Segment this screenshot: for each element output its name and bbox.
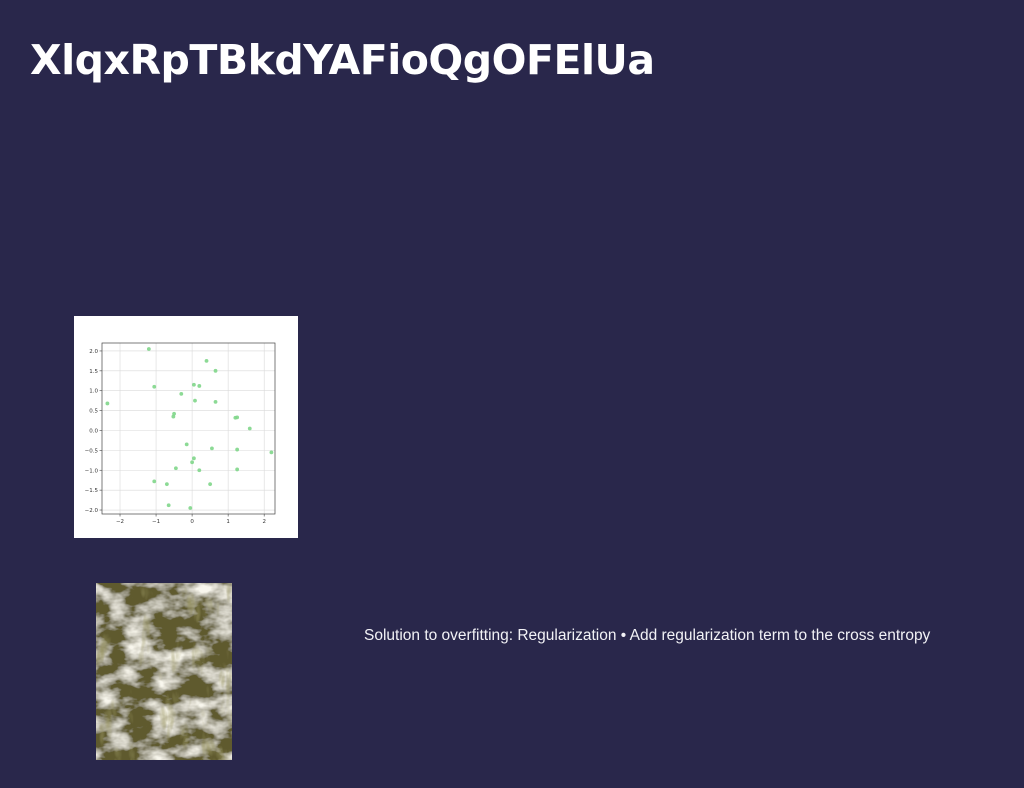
scatter-point bbox=[184, 442, 189, 447]
scatter-point bbox=[193, 398, 197, 403]
slide-title: XlqxRpTBkdYAFioQgOFElUa bbox=[30, 36, 655, 84]
scatter-point bbox=[171, 414, 176, 419]
plot-frame bbox=[101, 342, 276, 515]
scatter-point bbox=[235, 447, 240, 452]
x-tick-label: −2 bbox=[116, 519, 124, 525]
scatter-point bbox=[213, 399, 218, 404]
plot-area-background bbox=[102, 343, 275, 514]
y-tick-label: 0.0 bbox=[89, 428, 98, 434]
scatter-point bbox=[166, 503, 171, 508]
y-tick-label: −2.0 bbox=[85, 508, 99, 514]
y-tick-label: 2.0 bbox=[89, 349, 98, 355]
scatter-point bbox=[204, 358, 209, 363]
scatter-plot: −2 −1 0 1 2 −2.0 −1.5 −1.0 −0.5 0.0 0.5 1.0 1.5 2.0 bbox=[85, 342, 276, 525]
scatter-point bbox=[146, 347, 151, 351]
scatter-point bbox=[190, 460, 195, 465]
scatter-point bbox=[197, 468, 202, 473]
scatter-point bbox=[173, 466, 178, 471]
scatter-point bbox=[192, 456, 196, 461]
slide-body-text: Solution to overfitting: Regularization … bbox=[364, 627, 931, 644]
scatter-point bbox=[152, 479, 157, 484]
scatter-point bbox=[210, 446, 214, 451]
x-tick-label: 2 bbox=[262, 519, 266, 525]
y-tick-label: 1.0 bbox=[89, 389, 98, 395]
axis-ticks: −2 −1 0 1 2 −2.0 −1.5 −1.0 −0.5 0.0 0.5 1.0 1.5 2.0 bbox=[85, 349, 266, 525]
scatter-plot-figure: −2 −1 0 1 2 −2.0 −1.5 −1.0 −0.5 0.0 0.5 1.0 1.5 2.0 bbox=[74, 316, 298, 538]
grid-lines bbox=[102, 343, 275, 514]
x-tick-label: −1 bbox=[152, 519, 160, 525]
scatter-point bbox=[235, 467, 240, 472]
scatter-point bbox=[179, 392, 184, 396]
waterfall-texture-graphic bbox=[96, 583, 232, 760]
y-tick-label: 0.5 bbox=[89, 409, 98, 415]
waterfall-texture-image bbox=[96, 583, 232, 760]
scatter-point bbox=[192, 382, 196, 387]
scatter-point bbox=[188, 506, 193, 510]
x-tick-label: 0 bbox=[190, 519, 194, 525]
scatter-point bbox=[269, 450, 274, 455]
y-tick-label: 1.5 bbox=[89, 369, 98, 375]
scatter-point bbox=[213, 368, 218, 373]
y-tick-label: −1.0 bbox=[85, 468, 99, 474]
x-tick-label: 1 bbox=[226, 519, 230, 525]
data-points bbox=[105, 347, 274, 510]
scatter-point bbox=[197, 384, 202, 388]
scatter-point bbox=[164, 482, 169, 487]
y-tick-label: −1.5 bbox=[85, 488, 99, 494]
scatter-point bbox=[208, 482, 213, 487]
scatter-point bbox=[235, 415, 240, 420]
scatter-point bbox=[247, 426, 252, 431]
scatter-point bbox=[152, 384, 157, 389]
scatter-point bbox=[105, 401, 110, 406]
y-tick-label: −0.5 bbox=[85, 448, 99, 454]
